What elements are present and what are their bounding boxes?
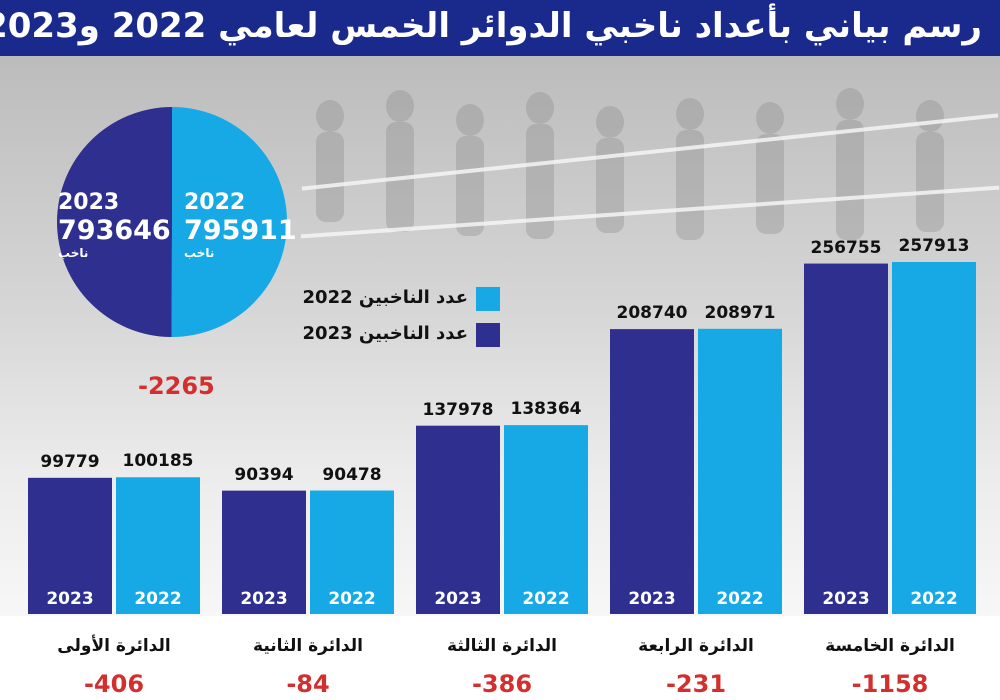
district-difference: -386 xyxy=(471,670,533,698)
pie-2023-label: 2023 793646 ناخب xyxy=(58,190,171,260)
legend-swatch-2023 xyxy=(476,323,500,347)
bar-value-label: 137978 xyxy=(422,399,494,420)
district-name: الدائرة الرابعة xyxy=(638,636,754,656)
pie-2022-unit: ناخب xyxy=(184,246,215,260)
bar-year-label: 2022 xyxy=(522,589,570,609)
bar-5-2022 xyxy=(892,262,976,614)
district-name: الدائرة الثالثة xyxy=(447,636,557,656)
bar-3-2023 xyxy=(416,425,500,614)
bar-year-label: 2022 xyxy=(328,589,376,609)
legend-item-2022: عدد الناخبين 2022 xyxy=(300,285,500,311)
district-difference: -1158 xyxy=(851,670,929,698)
district-name: الدائرة الثانية xyxy=(253,636,363,656)
district-name: الدائرة الخامسة xyxy=(825,636,955,656)
bar-year-label: 2023 xyxy=(434,589,482,609)
bar-5-2023 xyxy=(804,263,888,614)
bar-year-label: 2022 xyxy=(716,589,764,609)
legend-label-2022: عدد الناخبين 2022 xyxy=(302,287,468,308)
bar-year-label: 2023 xyxy=(628,589,676,609)
bar-4-2022 xyxy=(698,328,782,614)
header-bar: رسم بياني بأعداد ناخبي الدوائر الخمس لعا… xyxy=(0,0,1000,56)
bar-value-label: 99779 xyxy=(40,451,100,472)
bar-year-label: 2023 xyxy=(46,589,94,609)
pie-2023-value: 793646 xyxy=(58,215,171,246)
total-voters-pie: 2023 793646 ناخب 2022 795911 ناخب xyxy=(56,86,297,358)
district-name: الدائرة الأولى xyxy=(57,636,171,656)
bar-4-2023 xyxy=(610,329,694,614)
bar-value-label: 257913 xyxy=(898,236,970,256)
bar-year-label: 2023 xyxy=(240,589,288,609)
bar-value-label: 208971 xyxy=(704,302,776,323)
district-difference: -231 xyxy=(665,670,727,698)
bar-3-2022 xyxy=(504,425,588,614)
bar-value-label: 138364 xyxy=(510,399,582,420)
legend-label-2023: عدد الناخبين 2023 xyxy=(302,323,468,344)
pie-2022-year: 2022 xyxy=(184,190,246,215)
legend-swatch-2022 xyxy=(476,287,500,311)
legend-item-2023: عدد الناخبين 2023 xyxy=(300,321,500,347)
bar-value-label: 100185 xyxy=(122,451,194,472)
pie-2023-year: 2023 xyxy=(58,190,120,215)
bar-value-label: 256755 xyxy=(810,237,882,258)
bar-2-2023 xyxy=(222,490,306,614)
bar-1-2023 xyxy=(28,477,112,614)
pie-2022-label: 2022 795911 ناخب xyxy=(184,190,297,260)
bar-year-label: 2022 xyxy=(910,589,958,609)
bar-value-label: 208740 xyxy=(616,303,688,324)
pie-2022-value: 795911 xyxy=(184,215,297,246)
voters-queue-photo-icon xyxy=(316,88,944,240)
bar-1-2022 xyxy=(116,477,200,614)
bar-value-label: 90478 xyxy=(322,464,382,485)
bar-value-label: 90394 xyxy=(234,464,294,485)
bar-year-label: 2023 xyxy=(822,589,870,609)
pie-2023-unit: ناخب xyxy=(58,246,89,260)
bar-year-label: 2022 xyxy=(134,589,182,609)
bar-2-2022 xyxy=(310,490,394,614)
district-difference: -406 xyxy=(83,670,145,698)
pie-difference: -2265 xyxy=(138,372,215,400)
pie-slice-2022 xyxy=(171,107,288,337)
pie-slice-2023 xyxy=(57,107,172,337)
district-difference: -84 xyxy=(286,670,330,698)
chart-title: رسم بياني بأعداد ناخبي الدوائر الخمس لعا… xyxy=(0,6,982,46)
